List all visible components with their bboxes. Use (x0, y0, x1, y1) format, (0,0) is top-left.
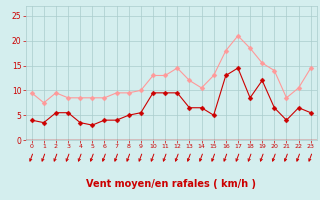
Text: Vent moyen/en rafales ( km/h ): Vent moyen/en rafales ( km/h ) (86, 179, 256, 189)
